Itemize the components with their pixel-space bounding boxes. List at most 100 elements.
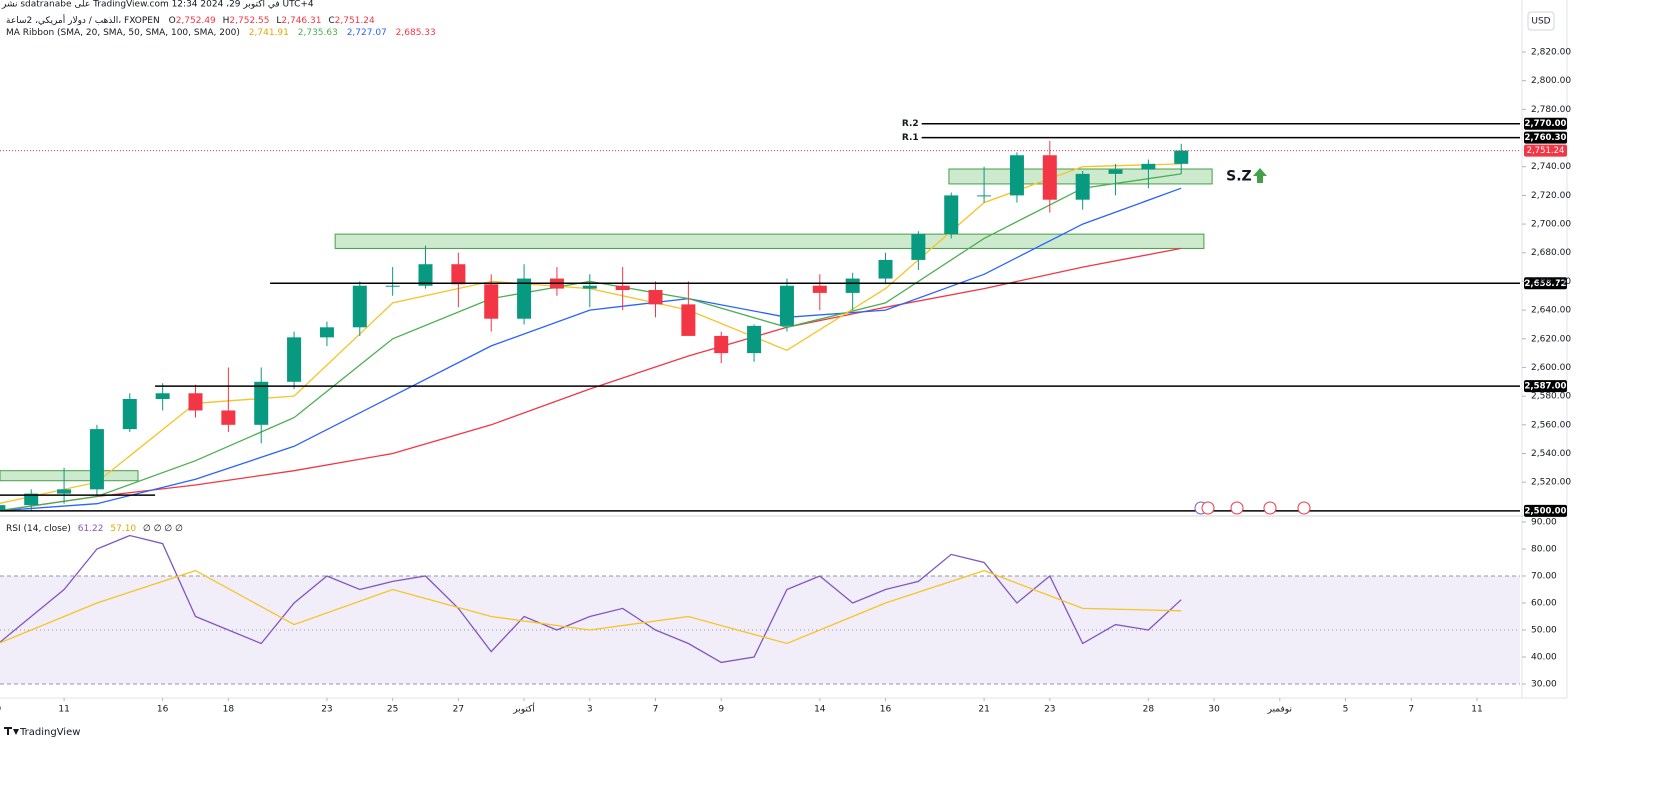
y-tick-label: 30.00 <box>1531 679 1557 689</box>
last-price-badge <box>1524 144 1567 157</box>
x-tick-label: نوفمبر <box>1267 705 1292 715</box>
candle-body <box>878 259 893 279</box>
x-tick-label: 7 <box>1408 705 1414 715</box>
zone-label: S.Z <box>1226 168 1252 184</box>
x-tick-label: 7 <box>653 705 659 715</box>
level-badge-label: 2,770.00 <box>1525 119 1567 129</box>
ma-value: 2,727.07 <box>347 28 387 38</box>
x-tick-label: 9 <box>0 705 1 715</box>
indicator-legend: MA Ribbon (SMA, 20, SMA, 50, SMA, 100, S… <box>6 28 436 38</box>
up-arrow <box>1253 168 1267 183</box>
candle-body <box>254 381 269 425</box>
x-tick-label: 9 <box>718 705 724 715</box>
ohlc-key: O <box>169 16 176 26</box>
x-tick-label: أكتوبر <box>512 703 535 715</box>
brand: TradingView <box>19 727 80 738</box>
x-tick-label: 5 <box>1343 705 1349 715</box>
candle-body <box>287 337 302 382</box>
candle-body <box>714 335 729 354</box>
x-tick-label: 23 <box>1044 705 1055 715</box>
ma-value: 2,741.91 <box>249 28 289 38</box>
candle-body <box>1174 150 1189 164</box>
series-line <box>0 569 1182 645</box>
x-tick-label: 11 <box>58 705 69 715</box>
event-icons <box>1194 501 1311 515</box>
x-tick-label: 25 <box>387 705 398 715</box>
x-tick-label: 28 <box>1143 705 1155 715</box>
last-price-label: 2,751.24 <box>1527 146 1565 156</box>
x-tick-label: 11 <box>1471 705 1482 715</box>
candle-body <box>319 327 334 338</box>
level-name: R.2 <box>902 119 919 129</box>
candle-body <box>1009 155 1024 196</box>
currency[interactable]: USD <box>1531 17 1550 27</box>
published: نشر sdatranabe على TradingView.com في أك… <box>1 0 314 10</box>
y-tick-label: 2,680.00 <box>1531 248 1571 258</box>
currency-button[interactable] <box>1527 11 1555 31</box>
y-tick-label: 2,660.00 <box>1531 277 1571 287</box>
y-tick-label: 70.00 <box>1531 571 1557 581</box>
y-tick-label: 2,740.00 <box>1531 162 1571 172</box>
rsi-title: RSI (14, close) <box>6 524 71 534</box>
candle-body <box>57 489 72 494</box>
series-line <box>0 187 1182 512</box>
y-tick-label: 2,580.00 <box>1531 392 1571 402</box>
x-tick-label: 14 <box>814 705 826 715</box>
candle-body <box>451 264 466 285</box>
level-badge <box>1524 277 1567 290</box>
level-name: R.1 <box>902 133 919 143</box>
y-tick-label: 80.00 <box>1531 544 1557 554</box>
level-badge <box>1524 131 1567 144</box>
event-icon[interactable] <box>1263 501 1277 515</box>
candle-body <box>944 195 959 235</box>
ohlc-key: H <box>223 16 230 26</box>
ohlc-key: C <box>328 16 334 26</box>
y-tick-label: 2,600.00 <box>1531 363 1571 373</box>
symbol-legend: الذهب / دولار أمريكي، 2ساعة، FXOPEN O2,7… <box>6 14 375 26</box>
indicator: MA Ribbon (SMA, 20, SMA, 50, SMA, 100, S… <box>6 28 240 38</box>
x-tick-label: 3 <box>587 705 593 715</box>
level-badge-label: 2,760.30 <box>1525 133 1567 143</box>
y-tick-label: 2,520.00 <box>1531 478 1571 488</box>
candle-body <box>582 285 597 289</box>
candle-body <box>615 285 630 291</box>
ohlc-value: 2,752.49 <box>176 16 216 26</box>
candle-body <box>1141 163 1156 170</box>
zone <box>334 233 1205 249</box>
y-tick-label: 60.00 <box>1531 598 1557 608</box>
rsi-ma-value: 57.10 <box>110 524 136 534</box>
candle-body <box>977 195 992 197</box>
event-icon[interactable] <box>1201 501 1215 515</box>
y-tick-label: 2,800.00 <box>1531 76 1571 86</box>
x-tick-label: 21 <box>978 705 989 715</box>
event-icon[interactable] <box>1230 501 1244 515</box>
x-tick-label: 30 <box>1208 705 1220 715</box>
ohlc-key: L <box>276 16 281 26</box>
rsi-legend: RSI (14, close) 61.22 57.10 ∅ ∅ ∅ ∅ <box>6 524 183 534</box>
y-tick-label: 90.00 <box>1531 517 1557 527</box>
candle-body <box>352 285 367 328</box>
y-tick-label: 40.00 <box>1531 652 1557 662</box>
level-badge-label: 2,500.00 <box>1525 506 1567 516</box>
y-tick-label: 2,560.00 <box>1531 420 1571 430</box>
event-icon[interactable] <box>1297 501 1311 515</box>
level-badge <box>1524 504 1567 517</box>
candle-body <box>1108 169 1123 174</box>
candle-body <box>484 284 499 319</box>
y-tick-label: 2,700.00 <box>1531 220 1571 230</box>
candle-body <box>812 285 827 293</box>
y-tick-label: 2,820.00 <box>1531 48 1571 58</box>
brand-logo <box>4 727 19 735</box>
series-line <box>0 534 1182 664</box>
candle-body <box>89 429 104 490</box>
level-badge <box>1524 380 1567 393</box>
candle-body <box>911 234 926 260</box>
candle-body <box>1042 155 1057 200</box>
ohlc-value: 2,746.31 <box>281 16 321 26</box>
candle-body <box>747 325 762 354</box>
y-tick-label: 50.00 <box>1531 625 1557 635</box>
candle-body <box>845 278 860 293</box>
x-tick-label: 18 <box>223 705 235 715</box>
